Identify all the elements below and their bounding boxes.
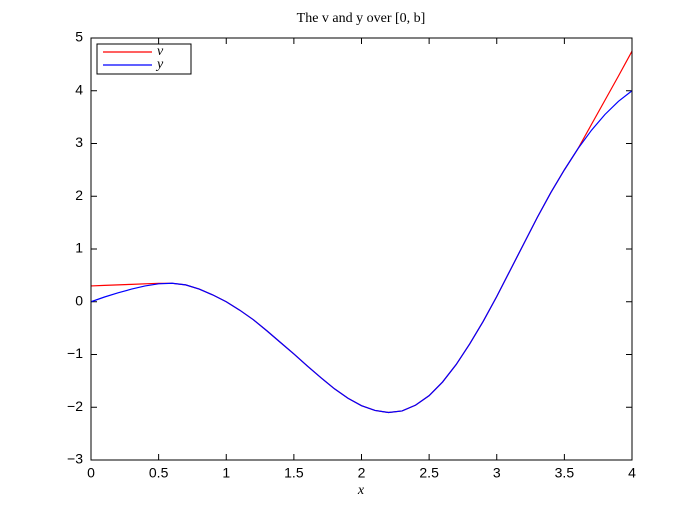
x-tick-label: 3 <box>493 465 501 481</box>
x-tick-label: 0.5 <box>149 465 169 481</box>
x-tick-label: 1.5 <box>284 465 304 481</box>
series-line <box>90 90 633 414</box>
x-tick-label: 1 <box>222 465 230 481</box>
y-tick-label: −3 <box>67 451 83 467</box>
legend-label: y <box>155 57 164 72</box>
legend-box <box>96 43 192 75</box>
y-tick-label: −1 <box>67 345 83 361</box>
y-tick-label: 2 <box>75 187 83 203</box>
y-tick-label: 3 <box>75 134 83 150</box>
axes-box <box>90 37 633 461</box>
y-tick-label: −2 <box>67 398 83 414</box>
x-tick-label: 2.5 <box>419 465 439 481</box>
chart-title: The v and y over [0, b] <box>297 11 426 26</box>
y-tick-label: 0 <box>75 292 83 308</box>
x-tick-label: 3.5 <box>555 465 575 481</box>
y-tick-label: 4 <box>75 81 83 97</box>
plot-area <box>91 38 632 460</box>
x-tick-label: 0 <box>87 465 95 481</box>
x-tick-label: 2 <box>358 465 366 481</box>
x-axis-label: x <box>357 483 365 498</box>
y-tick-label: 1 <box>75 240 83 256</box>
legend-label: v <box>157 44 164 59</box>
y-tick-label: 5 <box>75 29 83 45</box>
x-tick-label: 4 <box>628 465 636 481</box>
